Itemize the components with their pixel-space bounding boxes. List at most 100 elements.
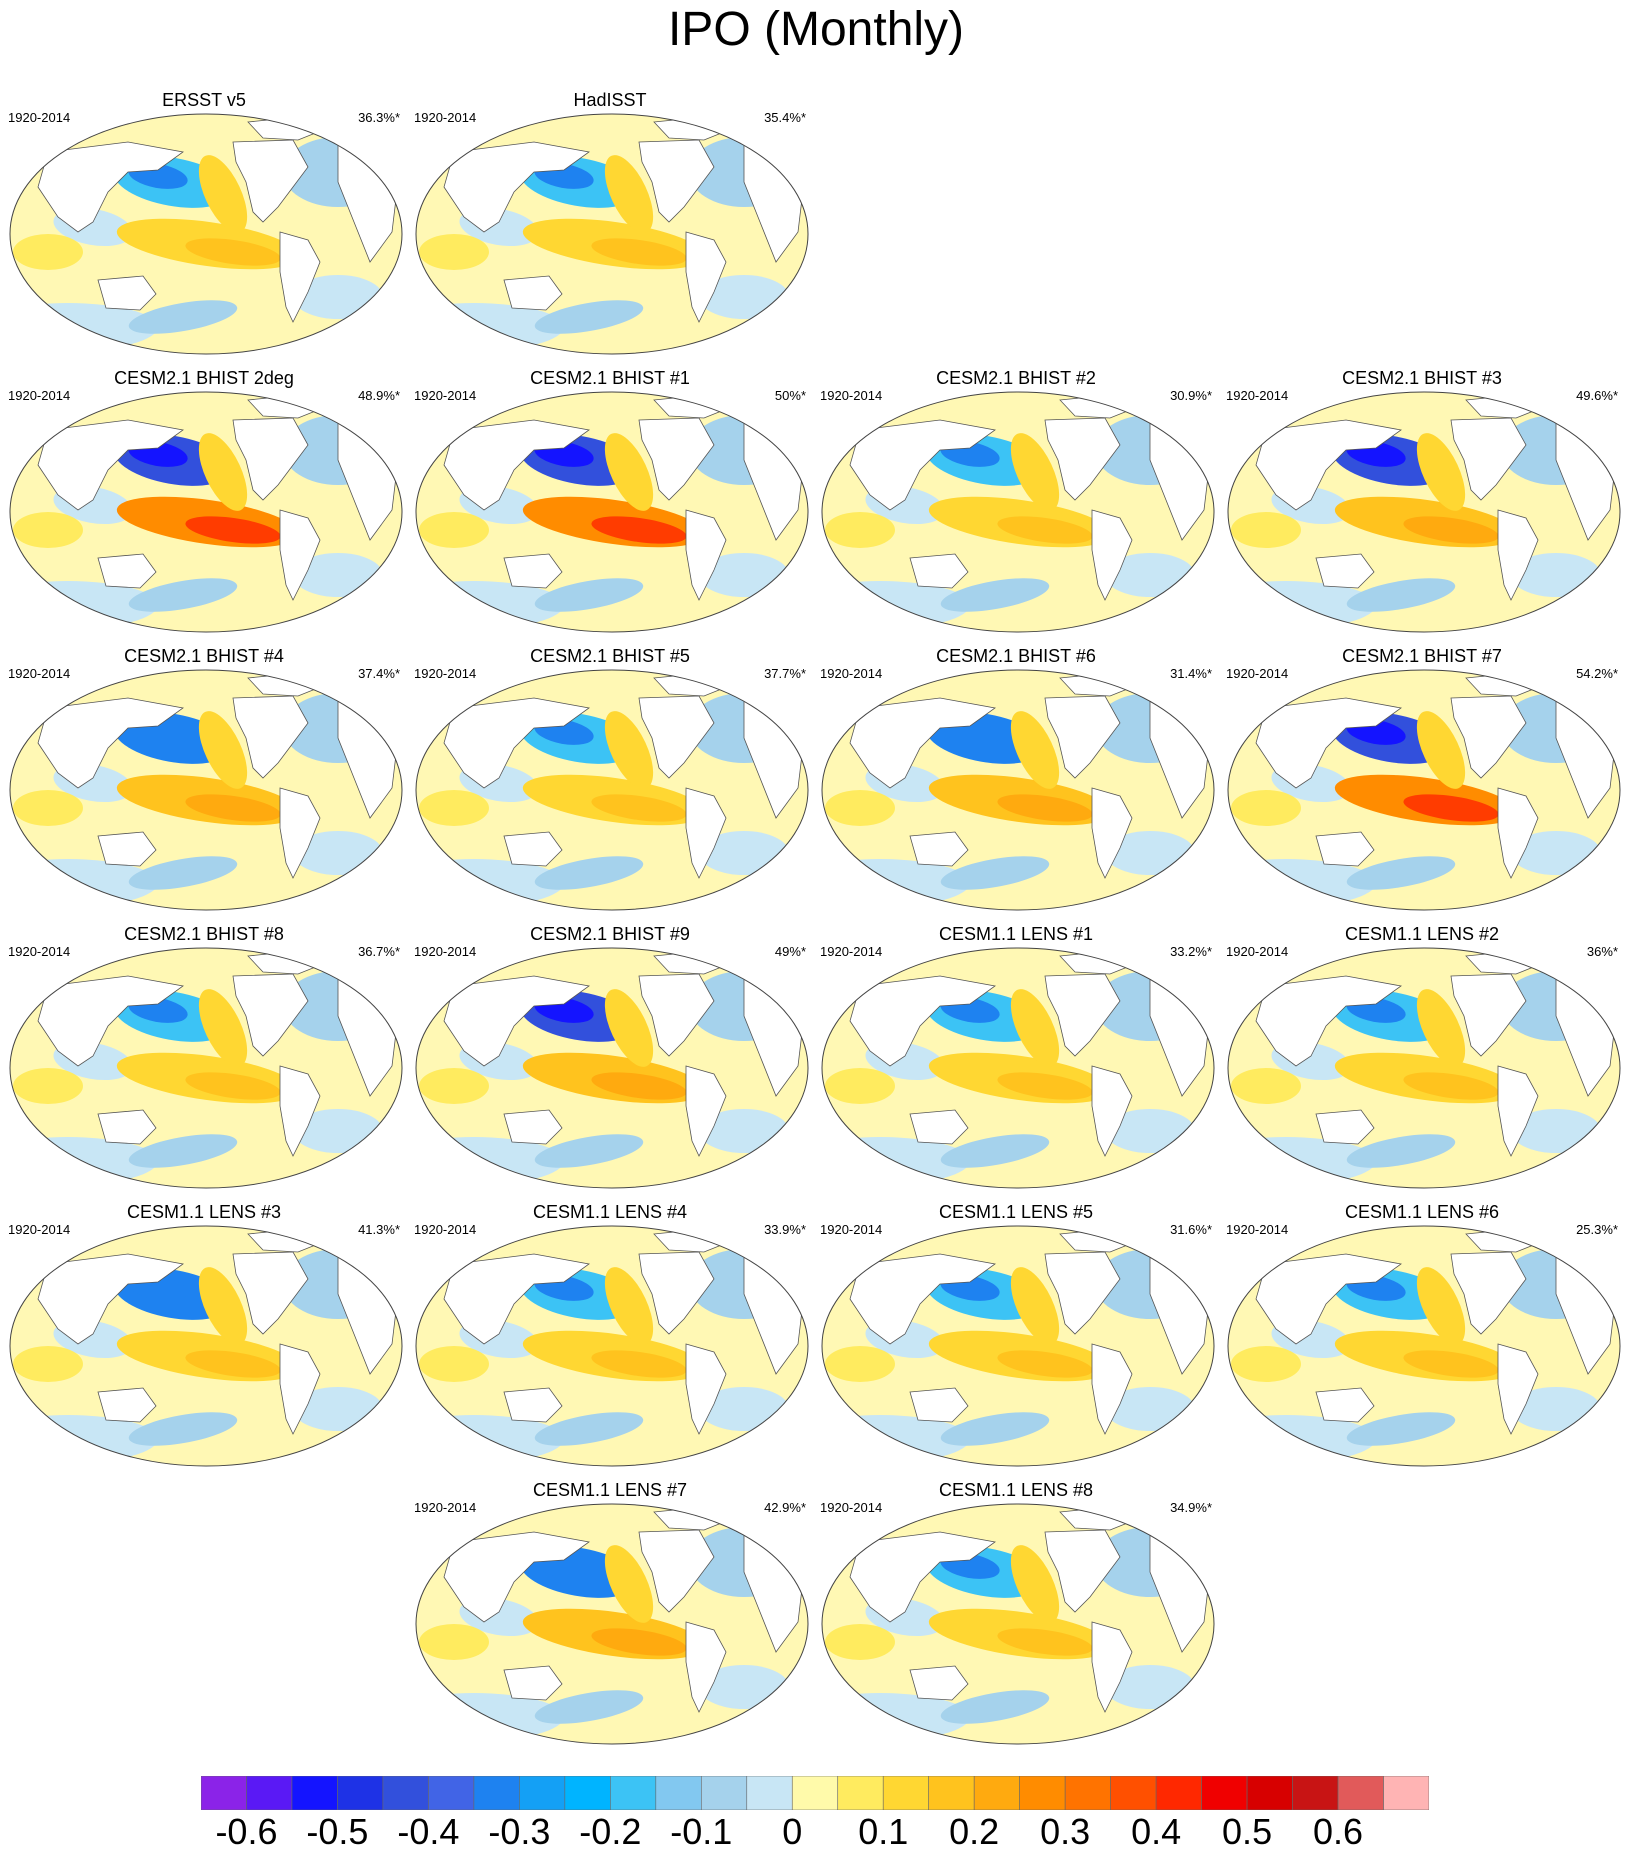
colorbar-swatch [700, 1776, 748, 1810]
northeast-pacific-warm-arc [198, 989, 248, 1067]
colorbar-tick-label: 0.1 [858, 1811, 909, 1852]
ipo-pattern-map [9, 1225, 403, 1467]
colorbar-tick-label: -0.1 [670, 1811, 733, 1852]
land-asia [443, 1531, 590, 1623]
south-pacific-cool-band [128, 1412, 238, 1446]
indian-ocean-warm-patch [13, 234, 83, 270]
land-asia [443, 975, 590, 1067]
northeast-pacific-warm-arc [1010, 1267, 1060, 1345]
panel-variance-percent: 37.4%* [358, 666, 400, 681]
panel-period: 1920-2014 [8, 388, 71, 403]
land-north-america [1450, 417, 1527, 501]
panel-period: 1920-2014 [1226, 944, 1289, 959]
tropical-pacific-warm-core [185, 1072, 281, 1100]
indian-ocean-warm-patch [825, 512, 895, 548]
land-north-america [1044, 973, 1121, 1057]
ipo-pattern-map [1227, 391, 1621, 633]
panel-variance-percent: 36.3%* [358, 110, 400, 125]
land-north-america [1044, 1529, 1121, 1613]
ipo-pattern-map [9, 947, 403, 1189]
map-panel: CESM1.1 LENS #5 1920-2014 31.6%* [814, 1202, 1218, 1470]
panel-title: CESM1.1 LENS #4 [532, 1202, 688, 1222]
panel-variance-percent: 54.2%* [1576, 666, 1618, 681]
ipo-pattern-map [9, 113, 403, 355]
northeast-pacific-warm-arc [198, 433, 248, 511]
land-australia [1315, 1109, 1375, 1145]
land-north-america [1450, 1251, 1527, 1335]
south-pacific-cool-band [1346, 1134, 1456, 1168]
panel-variance-percent: 49.6%* [1576, 388, 1618, 403]
panel-variance-percent: 49%* [774, 944, 806, 959]
ipo-pattern-map [415, 1503, 809, 1745]
land-australia [909, 831, 969, 867]
ipo-pattern-map [821, 1503, 1215, 1745]
map-panel: CESM1.1 LENS #8 1920-2014 34.9%* [814, 1480, 1218, 1748]
ipo-pattern-map [415, 947, 809, 1189]
map-panel: CESM2.1 BHIST #6 1920-2014 31.4%* [814, 646, 1218, 914]
land-south-america [279, 1065, 321, 1157]
panel-title: CESM2.1 BHIST #8 [124, 924, 284, 944]
south-pacific-cool-band [534, 856, 644, 890]
land-australia [909, 1387, 969, 1423]
south-pacific-cool-band [534, 1134, 644, 1168]
indian-ocean-warm-patch [13, 1068, 83, 1104]
panel-period: 1920-2014 [820, 944, 883, 959]
colorbar-swatch [291, 1776, 338, 1810]
panel-variance-percent: 31.6%* [1170, 1222, 1212, 1237]
land-australia [503, 553, 563, 589]
land-asia [1255, 419, 1402, 511]
panel-title: CESM1.1 LENS #6 [1344, 1202, 1500, 1222]
colorbar-swatch [246, 1776, 293, 1810]
land-south-america [1497, 1065, 1539, 1157]
panel-title: CESM2.1 BHIST #1 [530, 368, 690, 388]
indian-ocean-warm-patch [419, 1346, 489, 1382]
northeast-pacific-warm-arc [604, 711, 654, 789]
land-asia [37, 975, 184, 1067]
land-australia [97, 553, 157, 589]
south-pacific-cool-band [128, 856, 238, 890]
panel-variance-percent: 41.3%* [358, 1222, 400, 1237]
colorbar-tick-label: 0.2 [949, 1811, 1000, 1852]
panel-variance-percent: 37.7%* [764, 666, 806, 681]
land-asia [443, 1253, 590, 1345]
colorbar-tick-label: 0.4 [1131, 1811, 1182, 1852]
map-panel: ERSST v5 1920-2014 36.3%* [2, 90, 406, 358]
land-north-america [1044, 695, 1121, 779]
map-panel: CESM2.1 BHIST #5 1920-2014 37.7%* [408, 646, 812, 914]
panel-title: CESM2.1 BHIST #6 [936, 646, 1096, 666]
panel-period: 1920-2014 [820, 666, 883, 681]
indian-ocean-warm-patch [825, 1624, 895, 1660]
land-north-america [638, 417, 715, 501]
panel-variance-percent: 36.7%* [358, 944, 400, 959]
land-australia [97, 1109, 157, 1145]
northeast-pacific-warm-arc [1416, 1267, 1466, 1345]
tropical-pacific-warm-core [185, 794, 281, 822]
panel-title: CESM1.1 LENS #2 [1344, 924, 1500, 944]
panel-period: 1920-2014 [414, 110, 477, 125]
colorbar-swatch [564, 1776, 611, 1810]
panel-period: 1920-2014 [8, 944, 71, 959]
indian-ocean-warm-patch [1231, 1068, 1301, 1104]
colorbar-swatch [1383, 1776, 1429, 1810]
land-australia [503, 1665, 563, 1701]
land-north-america [232, 1251, 309, 1335]
panel-period: 1920-2014 [820, 388, 883, 403]
land-north-america [232, 973, 309, 1057]
colorbar [201, 1776, 1429, 1810]
colorbar-tick-label: -0.6 [215, 1811, 278, 1852]
northeast-pacific-warm-arc [1010, 711, 1060, 789]
land-north-america [638, 695, 715, 779]
land-asia [849, 975, 996, 1067]
land-north-america [232, 695, 309, 779]
panel-period: 1920-2014 [8, 110, 71, 125]
land-asia [1255, 975, 1402, 1067]
indian-ocean-warm-patch [13, 1346, 83, 1382]
map-panel: CESM1.1 LENS #2 1920-2014 36%* [1220, 924, 1624, 1192]
tropical-pacific-warm-core [1403, 794, 1499, 822]
tropical-pacific-warm-core [185, 1350, 281, 1378]
land-asia [37, 419, 184, 511]
colorbar-tick-label: 0.5 [1222, 1811, 1273, 1852]
colorbar-swatch [1019, 1776, 1066, 1810]
tropical-pacific-warm-core [185, 516, 281, 544]
panel-variance-percent: 33.9%* [764, 1222, 806, 1237]
